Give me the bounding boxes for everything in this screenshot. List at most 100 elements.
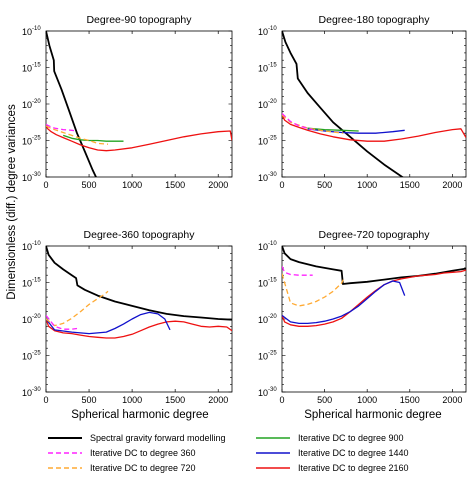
y-tick-exponent: -15 (268, 63, 277, 69)
y-tick-label: 10 (258, 137, 268, 147)
y-tick-exponent: -30 (32, 172, 41, 178)
x-tick-label: 500 (82, 180, 97, 190)
series-line-dc720 (46, 125, 109, 145)
plot-frame (45, 245, 233, 393)
y-tick-exponent: -10 (268, 26, 277, 32)
y-tick-label: 10 (258, 242, 268, 252)
y-tick-label: 10 (258, 100, 268, 110)
series-line-dc720 (282, 114, 344, 134)
series-line-sgfm (46, 246, 232, 321)
x-tick-label: 1500 (400, 395, 420, 405)
x-tick-label: 500 (82, 395, 97, 405)
y-tick-exponent: -20 (268, 314, 277, 320)
x-tick-label: 1500 (165, 180, 185, 190)
y-tick-label: 10 (258, 279, 268, 289)
x-tick-label: 0 (279, 180, 284, 190)
panel-title: Degree-180 topography (319, 14, 431, 26)
panel-title: Degree-360 topography (84, 229, 196, 241)
y-tick-label: 10 (22, 137, 32, 147)
y-tick-exponent: -30 (32, 387, 41, 393)
series-line-dc2160 (282, 114, 466, 142)
series-line-dc900 (62, 134, 124, 142)
x-axis-label-right: Spherical harmonic degree (304, 409, 441, 421)
y-axis-label: Dimensionless (diff.) degree variances (6, 104, 18, 300)
y-tick-label: 10 (258, 64, 268, 74)
y-tick-exponent: -20 (32, 99, 41, 105)
series-line-dc360 (46, 123, 78, 132)
series-line-dc2160 (46, 318, 232, 339)
series-line-dc900 (307, 127, 359, 132)
y-tick-exponent: -15 (268, 278, 277, 284)
y-tick-exponent: -15 (32, 63, 41, 69)
y-tick-exponent: -10 (32, 241, 41, 247)
panel-title: Degree-90 topography (86, 14, 192, 26)
plot-frame (45, 30, 233, 178)
series-line-dc1440 (282, 280, 406, 325)
x-tick-label: 2000 (442, 395, 462, 405)
y-tick-exponent: -30 (268, 387, 277, 393)
series-line-dc360 (282, 266, 313, 276)
x-tick-label: 1000 (122, 180, 142, 190)
x-tick-label: 1000 (357, 395, 377, 405)
x-tick-label: 2000 (442, 180, 462, 190)
x-tick-label: 1500 (165, 395, 185, 405)
x-tick-label: 2000 (208, 180, 228, 190)
y-tick-label: 10 (258, 27, 268, 37)
y-tick-label: 10 (22, 173, 32, 183)
y-tick-label: 10 (22, 242, 32, 252)
y-tick-label: 10 (22, 388, 32, 398)
series-line-dc360 (282, 113, 313, 131)
y-tick-exponent: -25 (268, 351, 277, 357)
legend-label-dc900: Iterative DC to degree 900 (298, 433, 404, 443)
y-tick-exponent: -20 (32, 314, 41, 320)
x-tick-label: 1500 (400, 180, 420, 190)
legend-label-dc360: Iterative DC to degree 360 (90, 448, 196, 458)
y-tick-exponent: -20 (268, 99, 277, 105)
series-line-dc720 (46, 290, 109, 327)
y-tick-exponent: -25 (32, 351, 41, 357)
x-tick-label: 2000 (208, 395, 228, 405)
x-tick-label: 0 (279, 395, 284, 405)
y-tick-exponent: -10 (268, 241, 277, 247)
y-tick-label: 10 (22, 352, 32, 362)
plot-frame (281, 30, 467, 178)
legend-label-sgfm: Spectral gravity forward modelling (90, 433, 226, 443)
x-axis-label-left: Spherical harmonic degree (71, 409, 208, 421)
x-tick-label: 1000 (357, 180, 377, 190)
x-tick-label: 0 (43, 180, 48, 190)
legend-label-dc1440: Iterative DC to degree 1440 (298, 448, 409, 458)
x-tick-label: 500 (317, 395, 332, 405)
y-tick-exponent: -25 (32, 136, 41, 142)
series-line-dc720 (282, 273, 344, 307)
y-tick-label: 10 (22, 27, 32, 37)
series-line-sgfm (282, 31, 404, 177)
legend-label-dc720: Iterative DC to degree 720 (90, 463, 196, 473)
legend: Spectral gravity forward modelling Iterat… (48, 433, 409, 473)
x-tick-label: 1000 (122, 395, 142, 405)
series-line-sgfm (282, 246, 466, 285)
y-tick-label: 10 (22, 279, 32, 289)
y-tick-label: 10 (258, 173, 268, 183)
y-tick-exponent: -10 (32, 26, 41, 32)
series-line-dc1440 (46, 311, 171, 335)
y-tick-label: 10 (22, 64, 32, 74)
x-tick-label: 500 (317, 180, 332, 190)
y-tick-exponent: -15 (32, 278, 41, 284)
y-tick-label: 10 (258, 352, 268, 362)
y-tick-label: 10 (22, 315, 32, 325)
series-line-dc2160 (282, 269, 466, 327)
panel-title: Degree-720 topography (319, 229, 431, 241)
series-line-dc360 (46, 314, 78, 330)
y-tick-label: 10 (22, 100, 32, 110)
y-tick-exponent: -25 (268, 136, 277, 142)
x-tick-label: 0 (43, 395, 48, 405)
y-tick-label: 10 (258, 388, 268, 398)
plot-frame (281, 245, 467, 393)
series-line-dc1440 (307, 128, 405, 134)
legend-label-dc2160: Iterative DC to degree 2160 (298, 463, 409, 473)
